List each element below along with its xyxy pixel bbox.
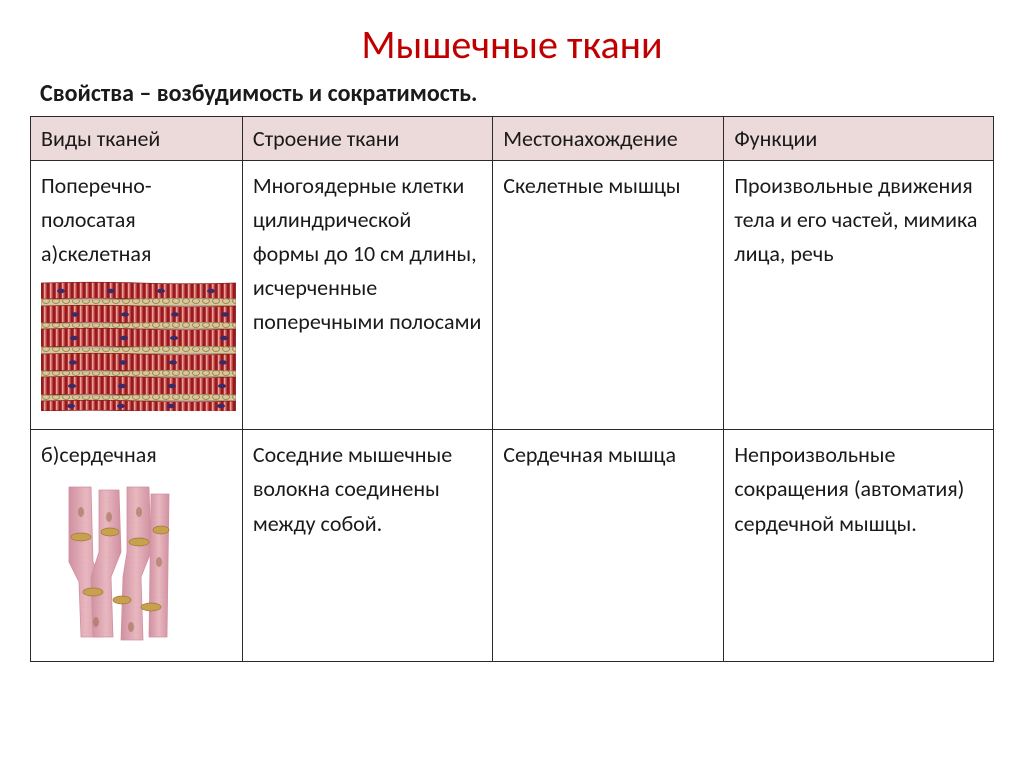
page-title: Мышечные ткани [30, 20, 994, 69]
table-row: Поперечно-полосатая а)скелетная Многояде… [31, 161, 994, 430]
col-header: Местонахождение [493, 117, 724, 161]
tissue-table: Виды тканей Строение ткани Местонахожден… [30, 116, 994, 662]
table-header-row: Виды тканей Строение ткани Местонахожден… [31, 117, 994, 161]
table-row: б)сердечная Соседние мышечные волокна со… [31, 430, 994, 661]
col-header: Функции [724, 117, 994, 161]
cell-functions: Произвольные движения тела и его частей,… [724, 161, 994, 430]
cell-location: Скелетные мышцы [493, 161, 724, 430]
cell-location: Сердечная мышца [493, 430, 724, 661]
cell-type: Поперечно-полосатая а)скелетная [31, 161, 243, 430]
subtitle: Свойства – возбудимость и сократимость. [40, 79, 994, 108]
cell-structure: Многоядерные клетки цилиндрической формы… [242, 161, 492, 430]
cardiac-tissue-image [41, 482, 232, 652]
col-header: Виды тканей [31, 117, 243, 161]
type-sub: а)скелетная [41, 237, 232, 271]
col-header: Строение ткани [242, 117, 492, 161]
cell-functions: Непроизвольные сокращения (автоматия) се… [724, 430, 994, 661]
skeletal-tissue-image [41, 281, 232, 421]
cell-type: б)сердечная [31, 430, 243, 661]
type-label: б)сердечная [41, 438, 232, 472]
cell-structure: Соседние мышечные волокна соединены межд… [242, 430, 492, 661]
type-label: Поперечно-полосатая [41, 169, 232, 237]
